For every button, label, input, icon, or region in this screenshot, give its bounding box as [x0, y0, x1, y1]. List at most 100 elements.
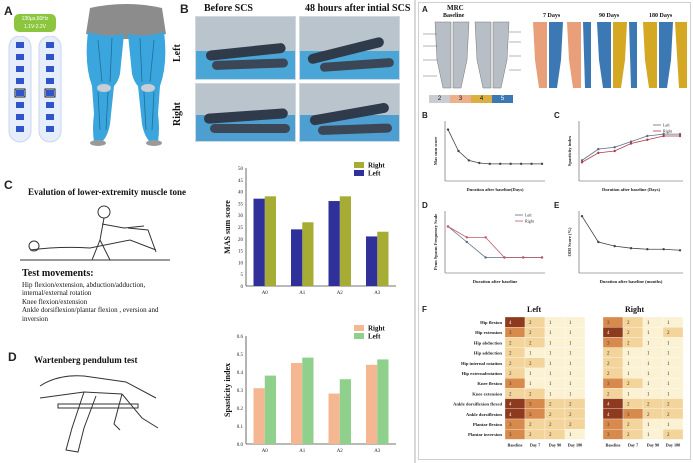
data-point [678, 134, 682, 138]
row-label-left: Left [172, 44, 183, 62]
data-point [629, 247, 633, 250]
mrc-time-7days: 7 Days [543, 13, 561, 19]
data-point [662, 132, 665, 136]
heatmap-value: 1 [667, 382, 670, 387]
heatmap-cell [602, 316, 624, 328]
y-tick-label: 30 [238, 214, 244, 219]
penn-scale-chart: Duration after baseline Penn Spasm Freque… [433, 211, 545, 284]
heatmap-cell [524, 378, 546, 389]
heatmap-cell [504, 337, 526, 348]
heatmap-cell [622, 327, 644, 338]
y-tick-label: 35 [238, 202, 244, 207]
y-tick-label: 0.2 [237, 407, 244, 412]
heatmap-col-label: Day 90 [549, 442, 561, 447]
y-axis-label: ODI Score (%) [567, 227, 572, 256]
heatmap-value: 3 [529, 413, 532, 418]
heatmap-cell [642, 388, 664, 399]
data-point [465, 236, 468, 239]
heatmap-value: 1 [569, 362, 572, 367]
heatmap-cell [622, 337, 644, 348]
heatmap-value: 2 [627, 331, 630, 336]
data-point [613, 146, 616, 149]
heatmap-cell [662, 398, 684, 409]
panel-label-c: C [4, 178, 13, 192]
electrode-paddle-diagram [4, 35, 68, 144]
heatmap-value: 1 [647, 433, 650, 438]
heatmap-value: 1 [549, 382, 552, 387]
mas-chart-svg: 0 5 10 15 20 25 30 35 40 45 50 A0 A1 A2 A3 MAS sum scor… [223, 162, 396, 296]
heatmap-cell [544, 357, 566, 369]
heatmap-value: 1 [569, 392, 572, 397]
movement-line-3: Knee flexion/extension [22, 297, 88, 306]
heatmap-cell [564, 398, 586, 409]
heatmap-cell [504, 316, 526, 328]
heatmap-value: 2 [647, 413, 650, 418]
heatmap-row-label: Hip externalrotation [462, 371, 503, 376]
right-label-a: A [422, 5, 428, 14]
heatmap-cell [662, 357, 684, 369]
heatmap-value: 2 [667, 403, 670, 408]
panel-label-a: A [4, 4, 13, 18]
mrc-time-90days: 90 Days [599, 13, 620, 19]
heatmap-cell [602, 418, 624, 430]
heatmap-value: 1 [667, 362, 670, 367]
heatmap-value: 2 [607, 372, 610, 377]
heatmap-cell [564, 347, 586, 358]
bar-right-a0 [253, 388, 265, 444]
heatmap-value: 1 [569, 341, 572, 346]
heatmap-value: 1 [647, 362, 650, 367]
heatmap-value: 1 [667, 321, 670, 326]
heatmap-cell [642, 337, 664, 348]
heatmap-cell [642, 347, 664, 358]
y-tick-label: 45 [238, 179, 244, 184]
heatmap-cell [504, 357, 526, 369]
heatmap-cell [602, 327, 624, 338]
bar-right-a1 [302, 222, 314, 286]
data-point [597, 240, 600, 244]
line-series-main [447, 129, 542, 165]
heatmap-col-label: Day 7 [628, 442, 638, 447]
heatmap-cell [564, 418, 586, 430]
heatmap-cell [524, 357, 546, 369]
heatmap-cell [642, 357, 664, 369]
heatmap-value: 1 [627, 392, 630, 397]
data-point [484, 256, 487, 259]
pendulum-test-illustration [38, 368, 188, 454]
heatmap-value: 3 [509, 433, 512, 438]
heatmap-cell [524, 347, 546, 358]
y-axis-label: Mas sum score [433, 137, 438, 165]
spasticity-index-chart: 0.0 0.1 0.2 0.3 0.4 0.5 0.6 A0 A1 A2 A3 Spasticity … [218, 322, 406, 460]
y-tick-label: 0.1 [237, 425, 244, 430]
heatmap-value: 2 [667, 413, 670, 418]
bar-left-a1 [302, 357, 314, 444]
heatmap-cell [642, 367, 664, 379]
heatmap-row-label: Hip extension [475, 330, 502, 335]
heatmap-value: 3 [509, 423, 512, 428]
movement-line-1: Hip flexion/extension, abduction/adducti… [22, 281, 146, 289]
movement-line-5: inversion [22, 314, 49, 323]
heatmap-col-label: Day 90 [647, 442, 659, 447]
heatmap-cell [602, 378, 624, 389]
heatmap-cell [642, 429, 664, 440]
heatmap-value: 2 [549, 433, 552, 438]
heatmap-value: 3 [509, 382, 512, 387]
heatmap-value: 1 [549, 392, 552, 397]
heatmap-cell [622, 398, 644, 409]
heatmap-value: 1 [647, 331, 650, 336]
mas-timeline-chart: Duration after baseline(Days) Mas sum sco… [433, 121, 545, 192]
heatmap-value: 1 [647, 392, 650, 397]
x-tick-label: A2 [337, 291, 344, 296]
right-label-b: B [422, 111, 428, 120]
heatmap-col-label: Baseline [508, 442, 523, 447]
data-point [509, 162, 512, 166]
data-point [646, 248, 649, 251]
heatmap-cell [524, 418, 546, 430]
heatmap-value: 1 [549, 362, 552, 367]
bar-left-a0 [253, 198, 265, 286]
bar-left-a2 [328, 201, 340, 286]
heatmap-value: 2 [607, 392, 610, 397]
heatmap-value: 2 [627, 403, 630, 408]
x-tick-label: A1 [299, 291, 306, 296]
y-tick-label: 0.3 [237, 389, 244, 394]
data-point [580, 214, 584, 218]
